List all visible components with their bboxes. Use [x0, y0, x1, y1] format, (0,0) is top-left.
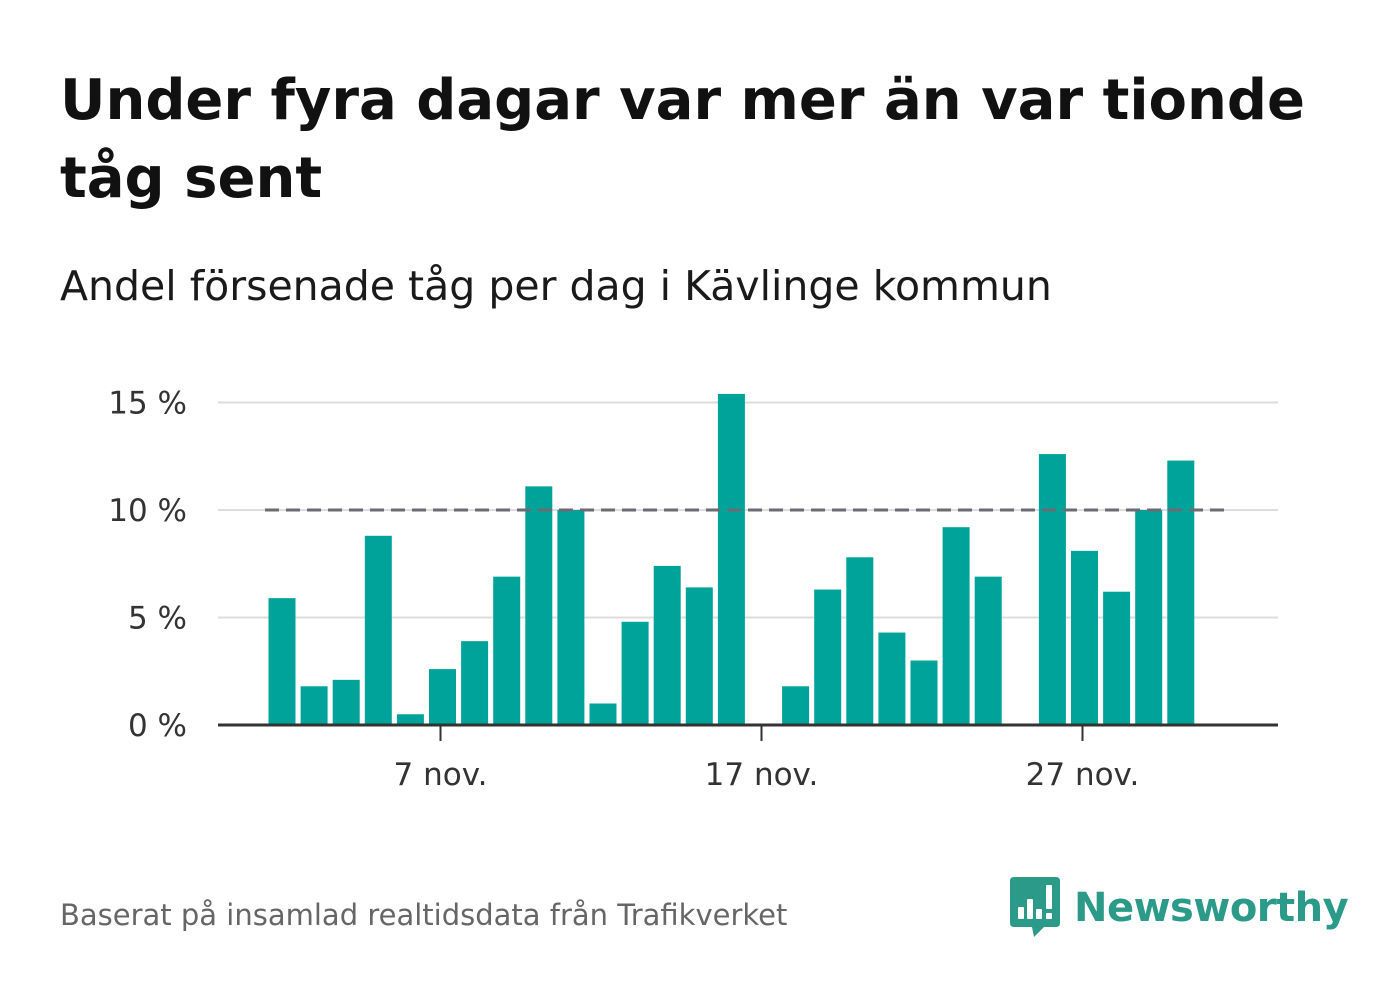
- bar: [332, 679, 360, 725]
- bar-chart: 0 % 5 % 10 % 15 % 7 nov. 17 nov. 27 nov.: [108, 386, 1278, 793]
- bar: [814, 589, 842, 725]
- bar: [364, 535, 392, 725]
- bar: [1135, 510, 1163, 725]
- y-tick-label: 15 %: [108, 386, 187, 422]
- chart-title: Under fyra dagar var mer än var tionde t…: [60, 68, 1305, 211]
- bar: [717, 393, 745, 725]
- bar: [653, 565, 681, 725]
- bar: [300, 686, 328, 725]
- bar: [974, 576, 1002, 725]
- bar: [846, 557, 874, 725]
- bar: [910, 660, 938, 725]
- chart-subtitle: Andel försenade tåg per dag i Kävlinge k…: [60, 262, 1052, 310]
- x-axis: 7 nov. 17 nov. 27 nov.: [218, 723, 1278, 793]
- x-tick-label: 27 nov.: [1026, 757, 1140, 793]
- bar: [429, 669, 456, 725]
- brand-logo: Newsworthy: [1010, 876, 1349, 940]
- y-axis-ticks: 0 % 5 % 10 % 15 %: [108, 386, 187, 745]
- y-tick-label: 10 %: [108, 493, 187, 529]
- bar: [589, 703, 617, 725]
- bar: [685, 587, 713, 725]
- bar: [942, 527, 970, 725]
- bar: [557, 510, 585, 725]
- y-tick-label: 5 %: [128, 601, 187, 637]
- bar: [525, 486, 553, 725]
- bar: [268, 598, 296, 725]
- x-tick-label: 7 nov.: [394, 757, 488, 793]
- brand-name: Newsworthy: [1074, 885, 1349, 931]
- bar: [461, 641, 489, 725]
- x-tick-label: 17 nov.: [705, 757, 819, 793]
- bar: [878, 632, 906, 725]
- y-tick-label: 0 %: [128, 708, 187, 744]
- newsworthy-logo-icon: [1010, 877, 1060, 937]
- bar: [1071, 550, 1098, 725]
- bar: [1167, 460, 1195, 725]
- bars: [268, 393, 1195, 725]
- bar: [1103, 591, 1131, 725]
- bar: [621, 621, 649, 725]
- source-note: Baserat på insamlad realtidsdata från Tr…: [60, 898, 788, 932]
- bar: [493, 576, 521, 725]
- bar: [782, 686, 810, 725]
- bar: [1038, 454, 1066, 725]
- bar: [396, 714, 424, 725]
